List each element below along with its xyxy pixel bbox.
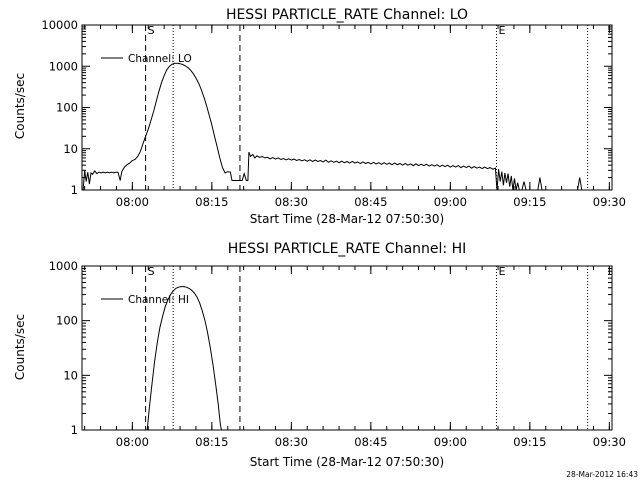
x-tick-labels: 08:00 08:15 08:30 08:45 09:00 09:15 09:30 <box>116 195 626 209</box>
legend: Channel: LO <box>101 53 192 65</box>
y-tick-label: 1 <box>71 183 78 197</box>
y-tick-label: 10000 <box>41 18 78 32</box>
series-line <box>82 62 583 191</box>
y-tick-label: 1000 <box>49 259 78 273</box>
plot-frame <box>81 24 613 191</box>
x-tick-label: 09:30 <box>593 435 626 449</box>
x-tick-label: 09:15 <box>513 435 546 449</box>
plot-frame <box>81 265 613 431</box>
chart-title: HESSI PARTICLE_RATE Channel: HI <box>228 241 466 257</box>
axis-ticks <box>82 24 612 191</box>
series-line <box>146 286 222 431</box>
x-tick-label: 09:00 <box>434 435 467 449</box>
timestamp: 28-Mar-2012 16:43 <box>566 470 638 479</box>
x-tick-label: 08:15 <box>195 195 228 209</box>
x-tick-label: 08:15 <box>195 435 228 449</box>
x-tick-label: 09:30 <box>593 195 626 209</box>
legend: Channel: HI <box>101 294 189 306</box>
x-tick-label: 08:45 <box>354 195 387 209</box>
y-tick-labels: 1 10 100 1000 <box>49 259 78 437</box>
x-tick-labels: 08:00 08:15 08:30 08:45 09:00 09:15 09:30 <box>116 435 626 449</box>
y-tick-label: 10 <box>63 142 78 156</box>
chart-title: HESSI PARTICLE_RATE Channel: LO <box>226 7 468 23</box>
x-tick-label: 09:00 <box>434 195 467 209</box>
marker-label: S <box>148 24 155 37</box>
x-axis-label: Start Time (28-Mar-12 07:50:30) <box>250 455 444 469</box>
axis-ticks <box>82 265 612 431</box>
x-axis-label: Start Time (28-Mar-12 07:50:30) <box>250 212 444 226</box>
y-axis-label: Counts/sec <box>13 73 27 139</box>
chart-panel-lo: HESSI PARTICLE_RATE Channel: LO Counts/s… <box>13 7 626 226</box>
marker-label: E <box>498 265 505 278</box>
y-tick-label: 100 <box>56 314 78 328</box>
y-tick-labels: 1 10 100 1000 10000 <box>41 18 78 197</box>
x-tick-label: 08:30 <box>275 435 308 449</box>
x-tick-label: 09:15 <box>513 195 546 209</box>
chart-panel-hi: HESSI PARTICLE_RATE Channel: HI Counts/s… <box>13 241 626 469</box>
y-tick-label: 1000 <box>49 59 78 73</box>
y-axis-label: Counts/sec <box>13 314 27 380</box>
legend-label: Channel: HI <box>128 294 189 306</box>
y-tick-label: 100 <box>56 101 78 115</box>
legend-label: Channel: LO <box>128 53 192 65</box>
x-tick-label: 08:45 <box>354 435 387 449</box>
x-tick-label: 08:30 <box>275 195 308 209</box>
y-tick-label: 1 <box>71 423 78 437</box>
y-tick-label: 10 <box>63 368 78 382</box>
marker-label: E <box>498 24 505 37</box>
x-tick-label: 08:00 <box>116 435 149 449</box>
x-tick-label: 08:00 <box>116 195 149 209</box>
marker-label: S <box>148 265 155 278</box>
